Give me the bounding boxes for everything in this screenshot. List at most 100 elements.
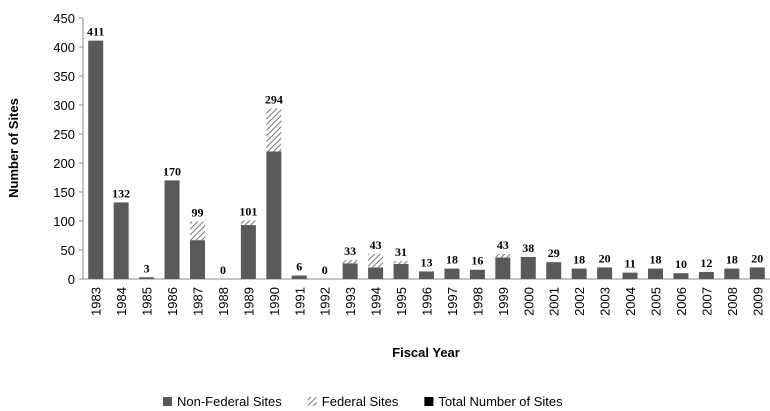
y-tick-label: 300 [53, 98, 75, 113]
x-tick-label: 1989 [241, 287, 256, 316]
total-label: 18 [650, 253, 662, 267]
y-tick-label: 400 [53, 40, 75, 55]
total-label: 11 [624, 257, 635, 271]
bar-non-federal [469, 269, 485, 279]
bar-federal [393, 261, 409, 264]
bar-non-federal [495, 257, 511, 279]
bar-federal [190, 221, 205, 241]
total-label: 43 [370, 238, 382, 252]
x-tick-label: 1988 [216, 287, 231, 316]
bar-non-federal [342, 263, 358, 279]
x-tick-label: 1986 [165, 287, 180, 316]
bar-non-federal [571, 268, 587, 279]
total-label: 43 [497, 238, 509, 252]
x-tick-label: 1998 [470, 287, 485, 316]
bar-federal [266, 108, 282, 152]
total-label: 132 [112, 186, 130, 200]
x-axis-title: Fiscal Year [392, 345, 460, 360]
x-tick-label: 1994 [369, 287, 384, 316]
y-tick-label: 50 [61, 243, 75, 258]
x-tick-label: 1983 [89, 287, 104, 316]
x-tick-label: 2001 [547, 287, 562, 316]
total-label: 13 [421, 255, 433, 269]
bar-non-federal [266, 151, 282, 279]
y-tick-label: 150 [53, 185, 75, 200]
total-label: 6 [296, 260, 302, 274]
x-tick-label: 1984 [114, 287, 129, 316]
total-label: 411 [87, 25, 104, 39]
y-tick-label: 250 [53, 127, 75, 142]
x-tick-label: 1985 [140, 287, 155, 316]
total-label: 20 [599, 251, 611, 265]
x-tick-label: 2005 [649, 287, 664, 316]
bar-non-federal [139, 277, 155, 279]
x-tick-label: 1996 [420, 287, 435, 316]
y-tick-label: 200 [53, 156, 75, 171]
x-tick-label: 1997 [445, 287, 460, 316]
x-tick-label: 1992 [318, 287, 333, 316]
bar-non-federal [622, 272, 638, 279]
bar-federal [495, 254, 511, 258]
bar-federal [342, 259, 358, 264]
x-tick-label: 1999 [496, 287, 511, 316]
total-label: 18 [446, 253, 458, 267]
bar-federal [240, 220, 256, 226]
x-tick-label: 1990 [267, 287, 282, 316]
x-tick-label: 2009 [750, 287, 765, 316]
total-label: 20 [751, 251, 763, 265]
y-tick-label: 450 [53, 11, 75, 26]
bar-non-federal [546, 262, 562, 279]
x-tick-label: 1995 [394, 287, 409, 316]
y-tick-label: 0 [68, 272, 75, 287]
x-tick-label: 1993 [343, 287, 358, 316]
total-label: 0 [322, 263, 328, 277]
total-label: 170 [163, 164, 181, 178]
legend-label: Federal Sites [322, 394, 399, 409]
total-label: 38 [522, 241, 534, 255]
y-tick-label: 350 [53, 69, 75, 84]
bar-non-federal [240, 225, 256, 279]
legend-swatch [424, 397, 434, 406]
x-tick-label: 1987 [191, 287, 206, 316]
bar-non-federal [698, 272, 714, 279]
total-label: 18 [726, 253, 738, 267]
total-label: 0 [220, 263, 226, 277]
bar-non-federal [444, 268, 460, 279]
bar-non-federal [393, 263, 409, 279]
total-label: 101 [239, 204, 257, 218]
bar-federal [368, 254, 384, 268]
x-tick-label: 2000 [521, 287, 536, 316]
bar-non-federal [164, 180, 180, 279]
total-label: 31 [395, 245, 407, 259]
total-label: 33 [344, 244, 356, 258]
x-tick-label: 2006 [674, 287, 689, 316]
total-label: 18 [573, 253, 585, 267]
bar-non-federal [419, 271, 434, 279]
bar-non-federal [88, 40, 104, 280]
total-label: 16 [471, 254, 483, 268]
total-label: 99 [192, 206, 204, 220]
bar-non-federal [724, 268, 740, 279]
x-tick-label: 2002 [572, 287, 587, 316]
bar-non-federal [190, 240, 205, 279]
bar-non-federal [673, 273, 689, 279]
y-tick-label: 100 [53, 214, 75, 229]
x-tick-label: 2007 [699, 287, 714, 316]
x-tick-label: 2004 [623, 287, 638, 316]
x-tick-label: 2003 [598, 287, 613, 316]
bar-non-federal [113, 202, 129, 279]
bar-non-federal [291, 275, 307, 279]
legend-label: Total Number of Sites [438, 394, 563, 409]
total-label: 12 [700, 256, 712, 270]
total-label: 3 [144, 261, 150, 275]
y-axis-title: Number of Sites [6, 98, 21, 198]
legend-label: Non-Federal Sites [177, 394, 282, 409]
legend-swatch [163, 397, 172, 406]
total-label: 29 [548, 246, 560, 260]
bar-non-federal [749, 267, 765, 279]
bar-non-federal [368, 267, 384, 279]
bar-non-federal [648, 268, 663, 279]
total-label: 10 [675, 257, 687, 271]
x-tick-label: 1991 [292, 287, 307, 316]
